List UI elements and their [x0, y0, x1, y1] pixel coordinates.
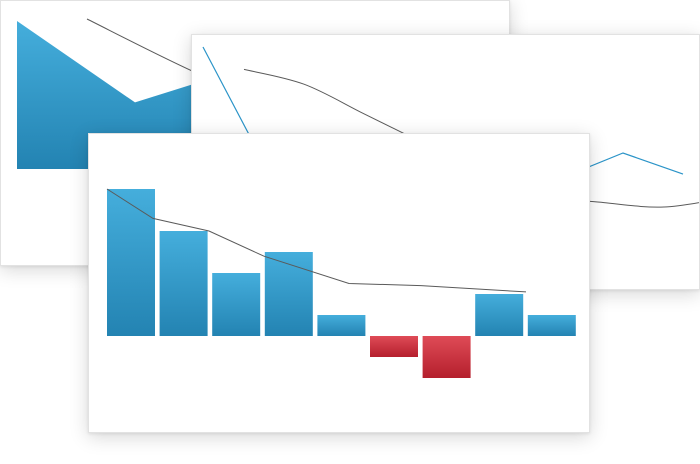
bar-positive — [475, 294, 524, 336]
bar-negative — [422, 336, 471, 378]
trend-line — [106, 188, 527, 293]
bar-positive — [264, 252, 313, 336]
front-chart-card — [88, 133, 590, 433]
bar-positive — [317, 315, 366, 336]
bar-positive — [107, 189, 155, 336]
front-bar-chart — [106, 188, 576, 378]
bar-positive — [212, 273, 261, 336]
bar-positive — [527, 315, 576, 336]
bar-positive — [159, 231, 208, 336]
bar-negative — [370, 336, 418, 357]
